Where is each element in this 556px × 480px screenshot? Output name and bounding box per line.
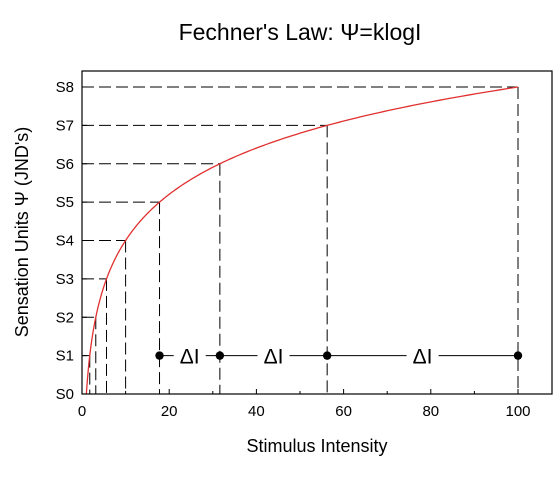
x-tick-label-100: 100 [505, 403, 530, 420]
y-tick-label-s3: S3 [56, 271, 74, 288]
y-tick-label-s7: S7 [56, 117, 74, 134]
y-tick-label-s1: S1 [56, 348, 74, 365]
y-tick-label-s6: S6 [56, 156, 74, 173]
fechner-curve [85, 86, 519, 395]
x-tick-label-20: 20 [161, 403, 178, 420]
y-tick-label-s5: S5 [56, 194, 74, 211]
x-tick-label-0: 0 [78, 403, 86, 420]
x-tick-label-40: 40 [248, 403, 265, 420]
plot-frame [81, 70, 553, 395]
delta-i-label-1: ΔI [180, 346, 200, 369]
delta-i-label-3: ΔI [413, 346, 433, 369]
delta-point-1 [155, 351, 164, 360]
delta-point-4 [513, 351, 523, 360]
y-axis-label: Sensation Units Ψ (JND's) [12, 127, 32, 338]
y-tick-label-s0: S0 [56, 386, 74, 403]
y-tick-label-s8: S8 [56, 79, 74, 96]
x-axis: 0 20 40 60 80 100 [78, 389, 531, 420]
y-axis: S0 S1 S2 S3 S4 S5 S6 S7 S8 [56, 79, 87, 403]
y-tick-label-s2: S2 [56, 309, 74, 326]
x-axis-label: Stimulus Intensity [246, 436, 387, 456]
delta-point-2 [215, 351, 225, 360]
x-tick-label-80: 80 [422, 403, 439, 420]
delta-point-3 [322, 351, 332, 360]
delta-interval-markers: ΔI ΔI ΔI [155, 346, 523, 369]
chart-title: Fechner's Law: Ψ=klogI [179, 19, 422, 45]
x-tick-label-60: 60 [335, 403, 352, 420]
y-tick-label-s4: S4 [56, 233, 74, 250]
delta-i-label-2: ΔI [264, 346, 284, 369]
curve-layer [85, 86, 519, 395]
